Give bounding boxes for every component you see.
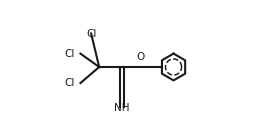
Text: NH: NH <box>114 103 130 113</box>
Text: Cl: Cl <box>86 29 96 40</box>
Text: Cl: Cl <box>64 78 74 88</box>
Text: Cl: Cl <box>64 49 74 59</box>
Text: O: O <box>136 52 145 62</box>
